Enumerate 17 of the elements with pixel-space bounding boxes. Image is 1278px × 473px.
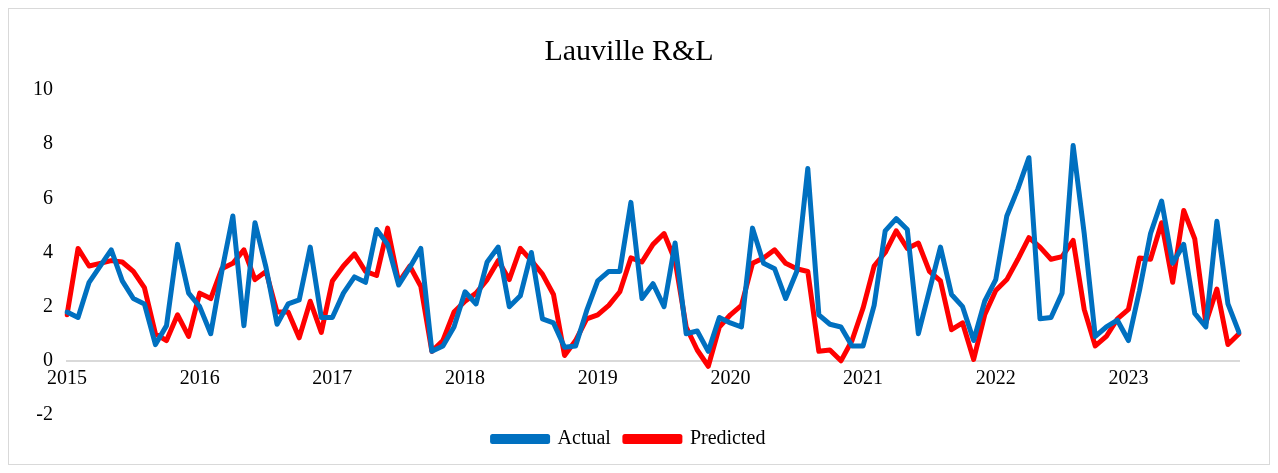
x-tick-label: 2019 [577, 366, 618, 389]
legend-label: Predicted [689, 426, 766, 449]
y-tick-label: 2 [43, 293, 53, 316]
x-tick-label: 2020 [710, 366, 751, 389]
x-tick-label: 2022 [975, 366, 1016, 389]
x-tick-label: 2018 [445, 366, 486, 389]
chart-title: Lauville R&L [544, 32, 714, 66]
legend-label: Actual [557, 426, 612, 449]
x-tick-label: 2017 [312, 366, 353, 389]
y-tick-label: 6 [43, 185, 53, 208]
y-tick-label: 4 [43, 239, 53, 262]
y-tick-label: 10 [33, 77, 53, 100]
y-tick-label: -2 [36, 402, 53, 425]
x-tick-label: 2023 [1108, 366, 1149, 389]
y-tick-label: 8 [43, 131, 53, 154]
x-tick-label: 2016 [179, 366, 220, 389]
x-tick-label: 2021 [843, 366, 884, 389]
